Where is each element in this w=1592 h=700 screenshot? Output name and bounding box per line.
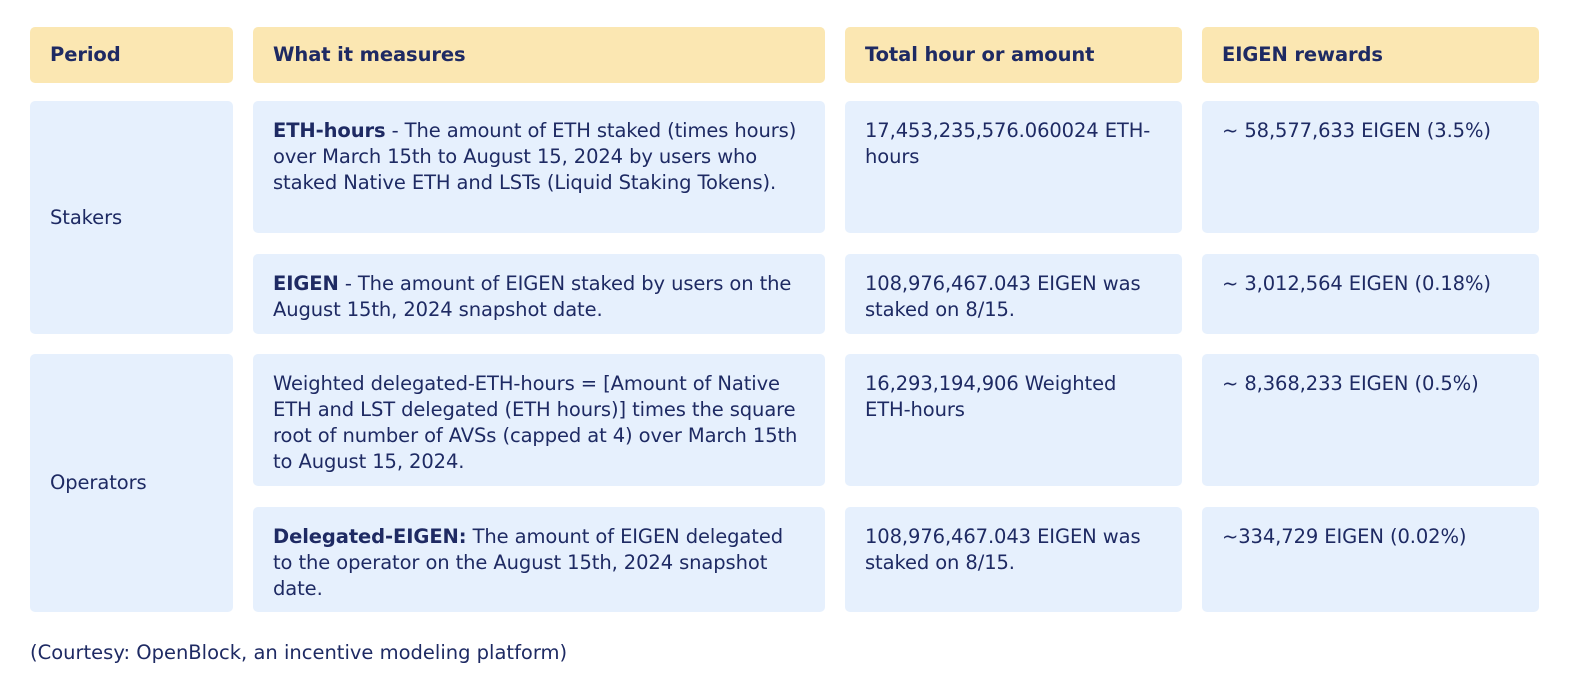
operators-row2-total: 108,976,467.043 EIGEN was staked on 8/15… [845, 507, 1182, 612]
stakers-row2-measure: EIGEN - The amount of EIGEN staked by us… [253, 254, 825, 334]
stakers-row1-measure-term: ETH-hours [273, 119, 386, 142]
stakers-row1-measure-desc: - The amount of ETH staked (times hours)… [273, 119, 797, 194]
stakers-row1-reward: ~ 58,577,633 EIGEN (3.5%) [1202, 101, 1539, 233]
caption-courtesy: (Courtesy: OpenBlock, an incentive model… [30, 641, 568, 664]
header-total-hour-or-amount: Total hour or amount [845, 27, 1182, 83]
header-period: Period [30, 27, 233, 83]
operators-row1-reward: ~ 8,368,233 EIGEN (0.5%) [1202, 354, 1539, 486]
stakers-row1-measure: ETH-hours - The amount of ETH staked (ti… [253, 101, 825, 233]
period-stakers: Stakers [30, 101, 233, 334]
operators-row2-measure: Delegated-EIGEN: The amount of EIGEN del… [253, 507, 825, 612]
operators-row1-measure-desc: Weighted delegated-ETH-hours = [Amount o… [273, 372, 798, 473]
stakers-row2-reward: ~ 3,012,564 EIGEN (0.18%) [1202, 254, 1539, 334]
stakers-row2-total: 108,976,467.043 EIGEN was staked on 8/15… [845, 254, 1182, 334]
header-what-it-measures: What it measures [253, 27, 825, 83]
operators-row2-reward: ~334,729 EIGEN (0.02%) [1202, 507, 1539, 612]
header-eigen-rewards: EIGEN rewards [1202, 27, 1539, 83]
period-operators: Operators [30, 354, 233, 612]
operators-row1-measure: Weighted delegated-ETH-hours = [Amount o… [253, 354, 825, 486]
operators-row1-total: 16,293,194,906 Weighted ETH-hours [845, 354, 1182, 486]
operators-row2-measure-desc: The amount of EIGEN delegated to the ope… [273, 525, 783, 600]
stakers-row1-total: 17,453,235,576.060024 ETH-hours [845, 101, 1182, 233]
stakers-row2-measure-desc: - The amount of EIGEN staked by users on… [273, 272, 792, 321]
stakers-row2-measure-term: EIGEN [273, 272, 339, 295]
operators-row2-measure-term: Delegated-EIGEN: [273, 525, 467, 548]
